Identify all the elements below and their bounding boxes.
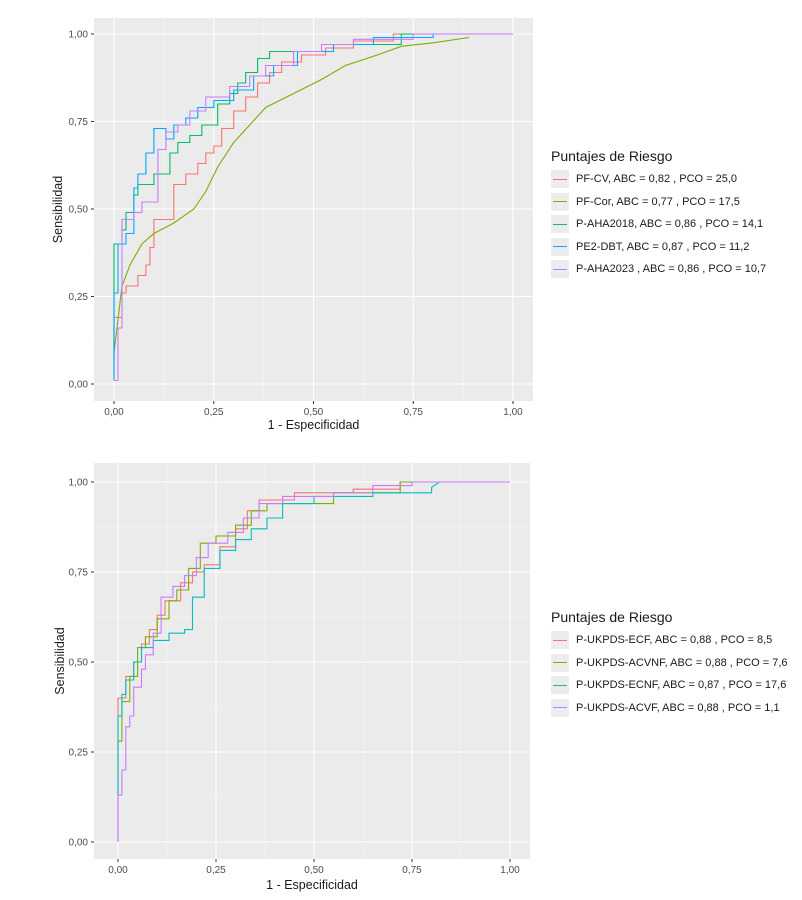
chart-panel-2: 0,00 0,00 0,25 0,25 0,50 0,50 0,75 0,75 1,00 1,00… [53, 463, 530, 892]
roc-curve-series-5 [114, 33, 513, 382]
legend-label: P-UKPDS-ECNF, ABC = 0,87 , PCO = 17,6 [576, 679, 787, 692]
legend-label: P-AHA2018, ABC = 0,86 , PCO = 14,1 [576, 218, 764, 231]
legend-key [551, 260, 569, 279]
x-axis-title: 1 - Especificidad [266, 878, 358, 892]
legend-item: PF-CV, ABC = 0,82 , PCO = 25,0 [551, 168, 766, 191]
legend-item: P-AHA2023 , ABC = 0,86 , PCO = 10,7 [551, 258, 766, 281]
legend-bottom: Puntajes de Riesgo P-UKPDS-ECF, ABC = 0,… [551, 609, 788, 719]
y-tick-label: 0,50 [69, 205, 89, 216]
chart-panel-1: 0,00 0,00 0,25 0,25 0,50 0,50 0,75 0,75 1,00 1,00… [51, 18, 533, 432]
legend-key [551, 170, 569, 189]
roc-curve-series-1 [113, 33, 513, 356]
x-tick-label: 1,00 [500, 865, 520, 876]
x-tick-label: 0,50 [304, 407, 324, 418]
legend-key [551, 215, 569, 234]
y-tick-label: 0,25 [69, 292, 89, 303]
roc-curve-series-3 [117, 481, 510, 796]
legend-label: P-UKPDS-ACVNF, ABC = 0,88 , PCO = 7,6 [576, 656, 788, 669]
legend-item: P-UKPDS-ECF, ABC = 0,88 , PCO = 8,5 [551, 629, 788, 652]
roc-curve-series-2 [117, 481, 510, 788]
x-tick-label: 0,75 [402, 865, 422, 876]
legend-label: P-AHA2023 , ABC = 0,86 , PCO = 10,7 [576, 263, 767, 276]
x-tick-label: 1,00 [503, 407, 523, 418]
y-tick-label: 0,25 [69, 748, 89, 759]
y-tick-label: 0,00 [69, 838, 89, 849]
legend-title: Puntajes de Riesgo [551, 148, 673, 164]
x-tick-label: 0,00 [108, 865, 128, 876]
legend-key [551, 676, 569, 695]
y-tick-label: 0,75 [69, 117, 89, 128]
roc-curve-series-2 [113, 36, 470, 353]
legend-key [551, 698, 569, 717]
legend-label: PF-CV, ABC = 0,82 , PCO = 25,0 [576, 173, 738, 186]
x-axis-title: 1 - Especificidad [268, 418, 360, 432]
x-tick-label: 0,75 [404, 407, 424, 418]
legend-item: P-UKPDS-ACVNF, ABC = 0,88 , PCO = 7,6 [551, 652, 788, 675]
x-tick-label: 0,00 [104, 407, 124, 418]
plot-background [94, 463, 530, 859]
legend-item: P-AHA2018, ABC = 0,86 , PCO = 14,1 [551, 213, 766, 236]
legend-key [551, 653, 569, 672]
legend-label: P-UKPDS-ACVF, ABC = 0,88 , PCO = 1,1 [576, 701, 780, 714]
y-tick-label: 1,00 [69, 30, 89, 41]
roc-curve-series-4 [117, 481, 510, 842]
y-tick-label: 1,00 [69, 478, 89, 489]
legend-label: PF-Cor, ABC = 0,77 , PCO = 17,5 [576, 195, 740, 208]
legend-key [551, 237, 569, 256]
legend-key [551, 192, 569, 211]
legend-top: Puntajes de Riesgo PF-CV, ABC = 0,82 , P… [551, 148, 766, 281]
legend-item: PF-Cor, ABC = 0,77 , PCO = 17,5 [551, 191, 766, 214]
legend-label: P-UKPDS-ECF, ABC = 0,88 , PCO = 8,5 [576, 634, 773, 647]
legend-label: PE2-DBT, ABC = 0,87 , PCO = 11,2 [576, 240, 750, 253]
x-tick-label: 0,25 [206, 865, 226, 876]
y-axis-title: Sensibilidad [53, 627, 67, 694]
x-tick-label: 0,25 [204, 407, 224, 418]
y-axis-title: Sensibilidad [51, 176, 65, 243]
legend-item: P-UKPDS-ACVF, ABC = 0,88 , PCO = 1,1 [551, 697, 788, 720]
legend-title: Puntajes de Riesgo [551, 609, 673, 625]
legend-key [551, 631, 569, 650]
legend-item: P-UKPDS-ECNF, ABC = 0,87 , PCO = 17,6 [551, 674, 788, 697]
y-tick-label: 0,75 [69, 568, 89, 579]
y-tick-label: 0,50 [69, 658, 89, 669]
y-tick-label: 0,00 [69, 380, 89, 391]
legend-item: PE2-DBT, ABC = 0,87 , PCO = 11,2 [551, 236, 766, 259]
x-tick-label: 0,50 [304, 865, 324, 876]
